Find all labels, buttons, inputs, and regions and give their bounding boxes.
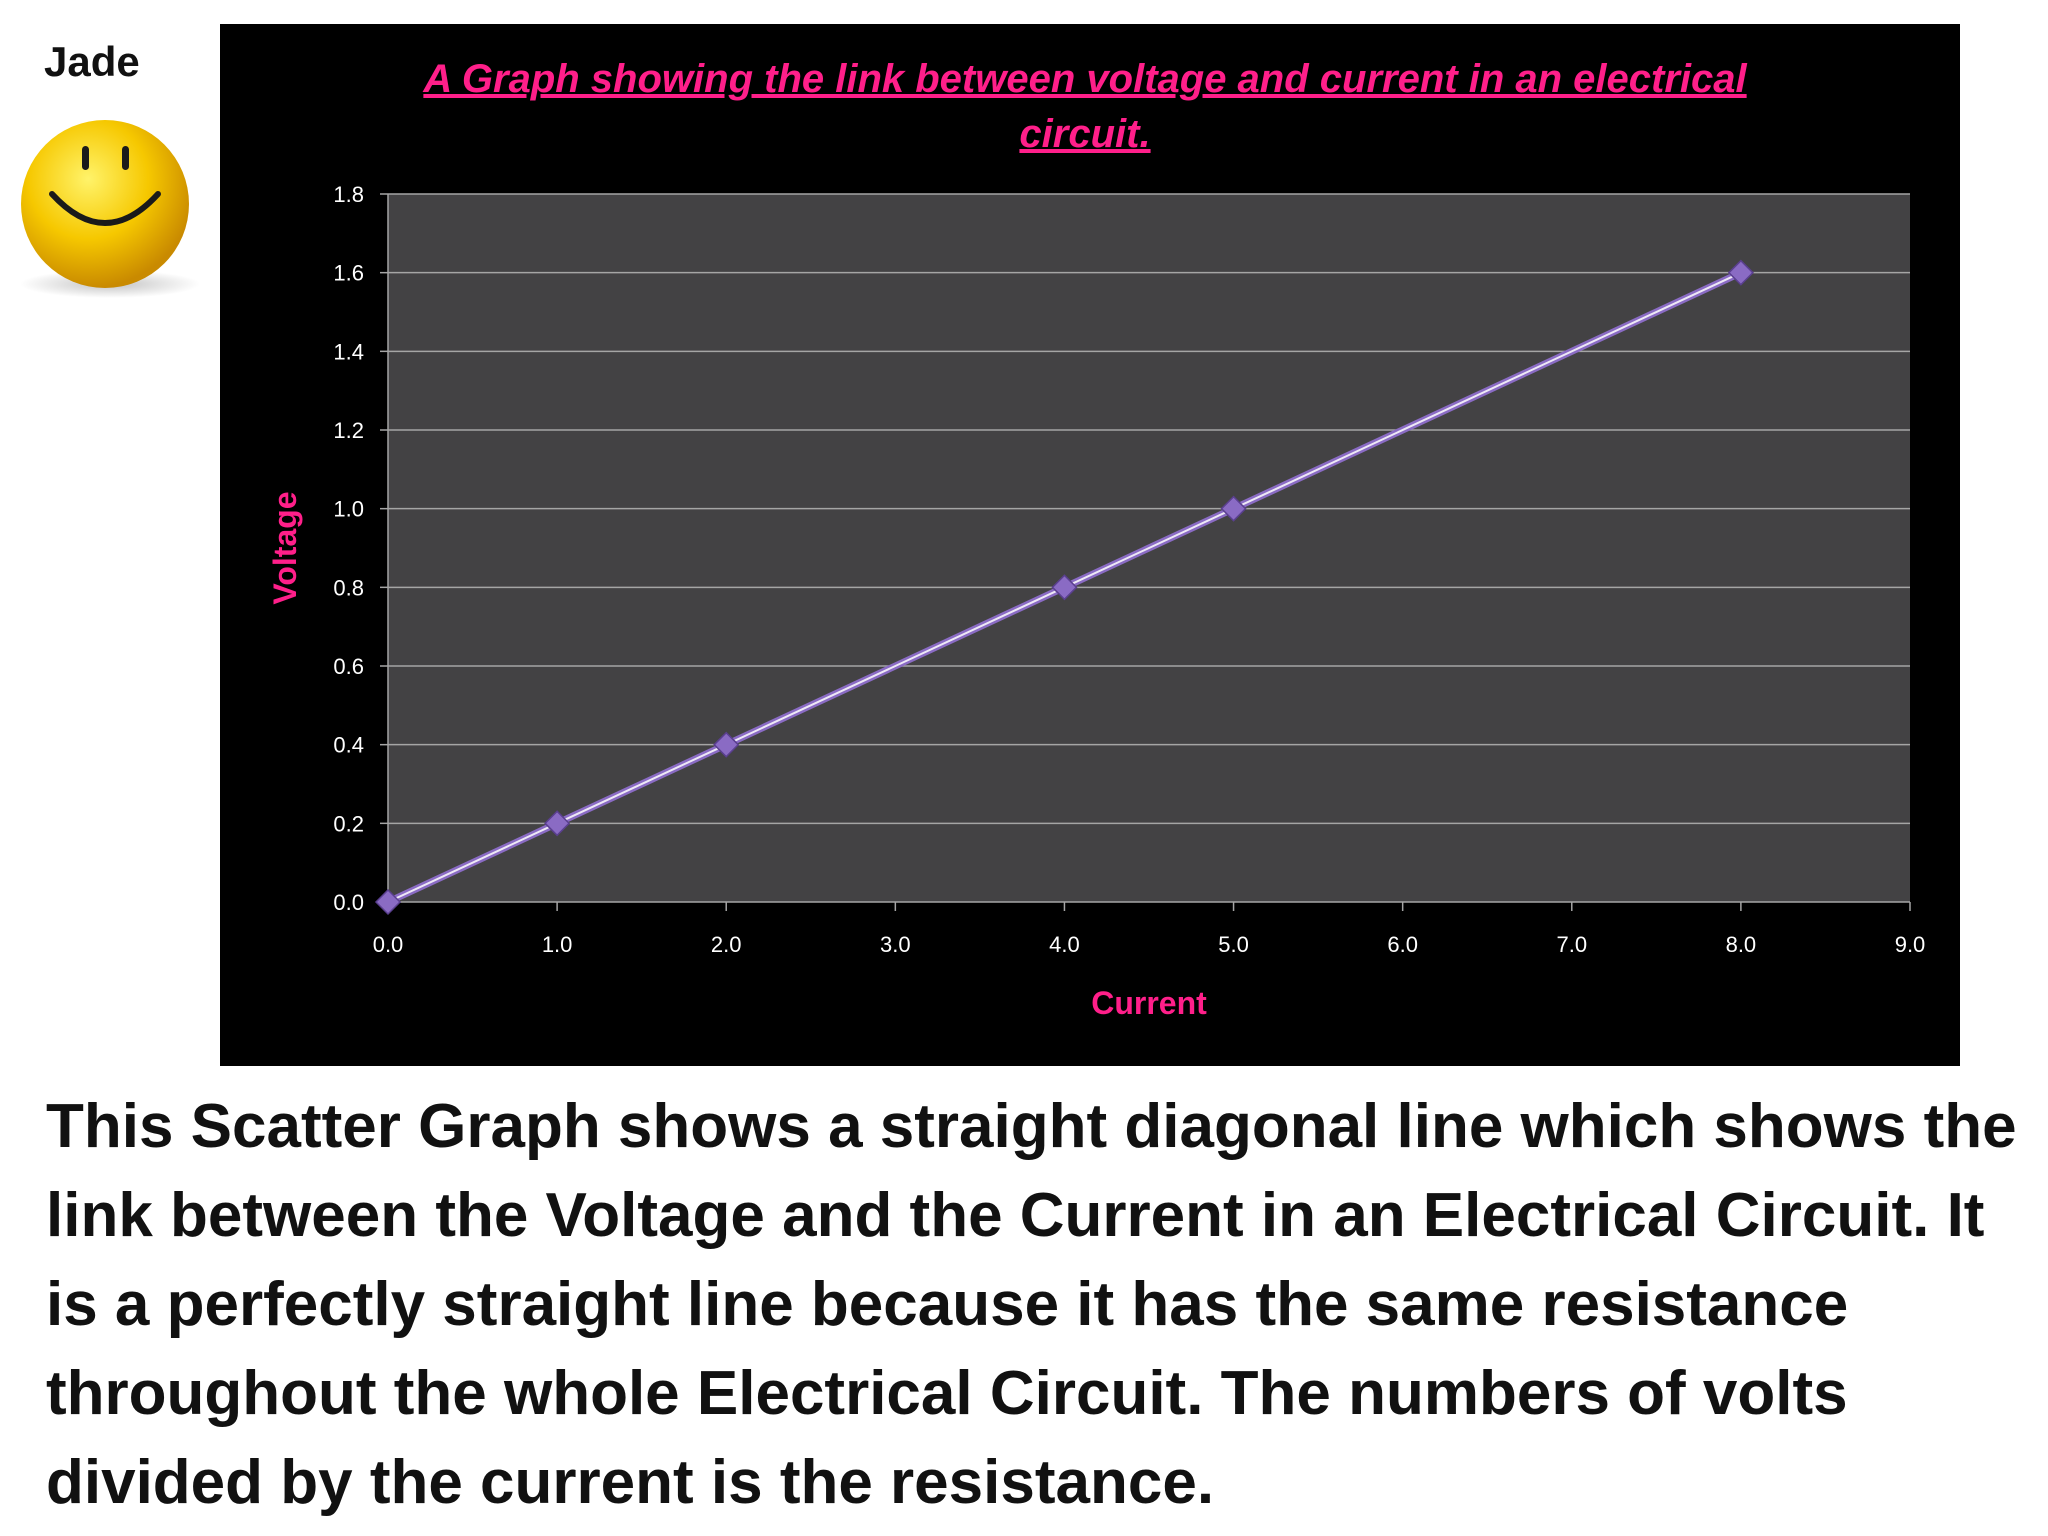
x-tick-label: 6.0	[1387, 932, 1418, 957]
x-tick-label: 5.0	[1218, 932, 1249, 957]
y-tick-label: 1.6	[333, 261, 364, 286]
y-tick-label: 1.8	[333, 182, 364, 207]
y-tick-label: 0.4	[333, 733, 364, 758]
x-tick-label: 9.0	[1895, 932, 1926, 957]
data-point	[1051, 574, 1078, 601]
series-points	[374, 259, 1754, 916]
y-tick-label: 1.2	[333, 418, 364, 443]
y-axis-title: Voltage	[267, 491, 303, 604]
data-point	[544, 810, 571, 837]
data-point	[1220, 495, 1247, 522]
data-point	[374, 888, 402, 916]
x-tick-label: 3.0	[880, 932, 911, 957]
y-tick-label: 1.4	[333, 339, 364, 364]
x-tick-label: 0.0	[373, 932, 404, 957]
x-axis-title: Current	[1091, 985, 1207, 1021]
smiley-face-icon	[20, 120, 200, 298]
author-name: Jade	[44, 38, 140, 85]
series-lines	[386, 269, 1743, 906]
y-tick-label: 0.6	[333, 654, 364, 679]
x-axis-ticks: 0.0 1.0 2.0 3.0 4.0 5.0 6.0 7.0 8.0 9.0	[373, 902, 1926, 957]
y-tick-label: 0.0	[333, 890, 364, 915]
x-tick-label: 2.0	[711, 932, 742, 957]
data-point	[1727, 259, 1754, 286]
chart-panel: A Graph showing the link between voltage…	[220, 24, 1960, 1066]
x-tick-label: 8.0	[1726, 932, 1757, 957]
grid-lines	[388, 193, 1910, 825]
scatter-chart: 0.0 0.2 0.4 0.6 0.8 1.0 1.2 1.4 1.6 1.8 0.0 1.0 2.0…	[267, 182, 1926, 1021]
chart-title: A Graph showing the link between voltage…	[423, 57, 1747, 156]
y-tick-label: 0.8	[333, 575, 364, 600]
axes	[387, 194, 1910, 903]
series-line-highlight	[387, 271, 1742, 903]
x-tick-label: 1.0	[542, 932, 573, 957]
description-text: This Scatter Graph shows a straight diag…	[46, 1092, 2017, 1517]
x-tick-label: 4.0	[1049, 932, 1080, 957]
data-point	[713, 731, 740, 758]
y-tick-label: 0.2	[333, 811, 364, 836]
y-tick-label: 1.0	[333, 497, 364, 522]
x-tick-label: 7.0	[1556, 932, 1587, 957]
y-axis-ticks: 0.0 0.2 0.4 0.6 0.8 1.0 1.2 1.4 1.6 1.8	[333, 182, 388, 915]
